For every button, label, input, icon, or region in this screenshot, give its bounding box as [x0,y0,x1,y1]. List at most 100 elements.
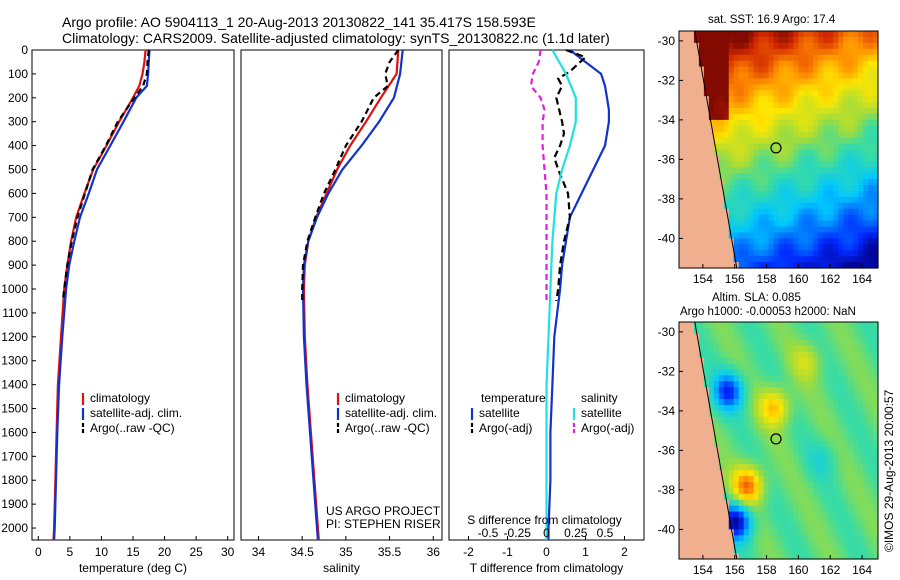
map-y-tick-label: -36 [658,152,676,166]
sla-map-title-line2: Argo h1000: -0.00053 h2000: NaN [680,306,856,318]
series-line-argo-adj- [529,49,548,301]
difference-profile-panel: -2 -1 0 1 2 T difference from climatology -0.5… [448,48,645,575]
salinity-profile-panel: 34 34.5 35 35.5 36 salinity climatologysatelli… [240,49,443,575]
map-y-tick-label: -38 [658,483,676,497]
y-tick-label: 1300 [1,354,28,368]
y-tick-label: 1400 [1,378,28,392]
legend-label: satellite-adj. clim. [90,406,182,420]
x2-tick-label: 0.5 [597,526,614,540]
series-line-argo-raw-qc- [61,49,150,302]
map-x-tick-label: 154 [693,563,713,577]
y-tick-label: 100 [8,67,28,81]
map-x-tick-label: 164 [852,272,872,286]
y-tick-label: 700 [8,210,28,224]
map-y-tick-label: -32 [658,364,676,378]
sla-map-panel: 154 156 158 160 162 164 -30 -32 -34 -36 -38 -40 [658,321,879,577]
map-x-tick-label: 162 [820,272,840,286]
y-tick-label: 300 [8,115,28,129]
map-x-tick-label: 162 [820,563,840,577]
x-tick-label: 30 [221,545,235,559]
y-tick-label: 600 [8,186,28,200]
project-note-line2: PI: STEPHEN RISER [326,517,441,531]
map-frame [678,30,879,269]
legend-label: satellite [581,406,622,420]
heatmap-cells [679,31,879,269]
coastline [694,321,738,560]
project-note-line1: US ARGO PROJECT [326,504,441,518]
map-y-tick-label: -40 [658,522,676,536]
plot-frame [31,49,235,541]
legend-label: Argo(-adj) [581,421,634,435]
plot-frame [240,49,443,541]
x2-tick-label: 0 [543,526,550,540]
map-x-tick-label: 158 [757,272,777,286]
map-x-tick-label: 158 [757,563,777,577]
map-x-tick-label: 160 [788,563,808,577]
map-y-tick-label: -30 [658,34,676,48]
y-tick-label: 1600 [1,425,28,439]
map-y-tick-label: -40 [658,231,676,245]
x-tick-label: 34.5 [290,545,314,559]
sst-map-title: sat. SST: 16.9 Argo: 17.4 [708,14,836,26]
legend-label: climatology [90,391,150,405]
x2-tick-label: -0.5 [478,526,499,540]
series-line-satellite-adj-clim- [53,49,151,541]
legend-label: Argo(-adj) [479,421,532,435]
x-tick-label: 15 [126,545,140,559]
x-tick-label: 34 [252,545,266,559]
legend-group-title: temperature [481,391,546,405]
legend-group-title: salinity [581,391,618,405]
x-tick-label: 35.5 [378,545,402,559]
map-y-tick-label: -30 [658,325,676,339]
map-y-tick-label: -36 [658,443,676,457]
series-line-satellite [545,49,577,540]
y-tick-label: 1200 [1,330,28,344]
temperature-profile-panel: 0100200300400500600700800900100011001200… [1,43,234,575]
map-y-tick-label: -34 [658,113,676,127]
legend-label: satellite [479,406,520,420]
map-x-tick-label: 156 [725,272,745,286]
legend-label: Argo(..raw -QC) [90,421,175,435]
y-tick-label: 1100 [2,306,28,320]
x-tick-label: -2 [463,545,474,559]
legend-label: Argo(..raw -QC) [345,421,430,435]
heatmap-cells [679,322,879,560]
y-tick-label: 1500 [1,402,28,416]
x-tick-label: 20 [158,545,172,559]
x-axis-label: T difference from climatology [470,561,624,575]
map-x-tick-label: 154 [693,272,713,286]
x-tick-label: 0 [35,545,42,559]
map-y-tick-label: -32 [658,73,676,87]
map-x-tick-label: 164 [852,563,872,577]
argo-float-marker [770,433,782,445]
x-tick-label: 35 [339,545,353,559]
map-x-tick-label: 156 [725,563,745,577]
legend-label: satellite-adj. clim. [345,406,437,420]
sst-map-panel: 154 156 158 160 162 164 -30 -32 -34 -36 -38 -40 [658,30,879,286]
map-y-tick-label: -34 [658,404,676,418]
y-tick-label: 400 [8,139,28,153]
series-line-satellite-adj-clim- [301,49,404,541]
x2-tick-label: 0.25 [564,526,588,540]
y-tick-label: 900 [8,258,28,272]
x2-tick-label: -0.25 [504,526,532,540]
y-tick-label: 1900 [1,497,28,511]
x-tick-label: 36 [427,545,441,559]
x-axis-label: salinity [323,561,360,575]
y-tick-label: 800 [8,234,28,248]
coastline [694,30,738,269]
x-tick-label: 2 [621,545,628,559]
x2-axis-label: S difference from climatology [467,513,622,527]
x-tick-label: 25 [189,545,203,559]
sla-map-title-line1: Altim. SLA: 0.085 [712,292,801,304]
y-tick-label: 500 [8,163,28,177]
map-x-tick-label: 160 [788,272,808,286]
x-axis-label: temperature (deg C) [79,561,187,575]
y-tick-label: 1800 [1,473,28,487]
project-note: US ARGO PROJECT PI: STEPHEN RISER [326,505,441,531]
x-tick-label: 0 [543,545,550,559]
imos-timestamp: ©IMOS 29-Aug-2013 20:00:57 [882,389,896,552]
x-tick-label: -1 [502,545,513,559]
plot-title-line1: Argo profile: AO 5904113_1 20-Aug-2013 2… [62,14,536,30]
